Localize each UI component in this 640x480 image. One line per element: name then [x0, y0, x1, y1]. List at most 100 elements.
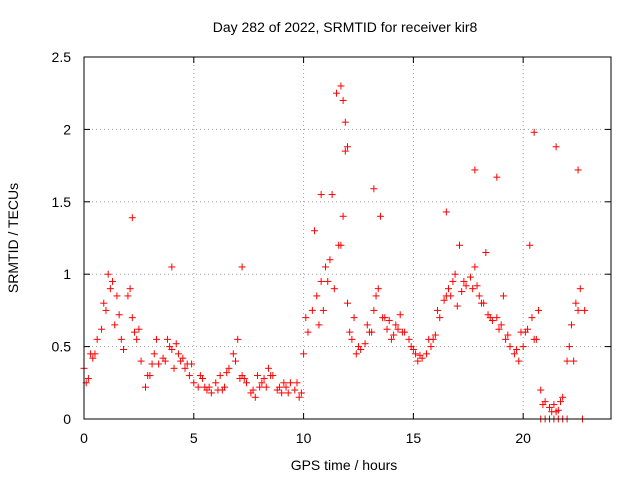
- y-tick-label: 0.5: [52, 339, 72, 355]
- data-point: [89, 354, 97, 362]
- data-point: [526, 241, 534, 249]
- data-point: [174, 350, 182, 358]
- data-point: [519, 343, 527, 351]
- axis-ticks: 0 5 10 15 20 0 0.5 1 1.5 2 2.5: [52, 49, 611, 446]
- data-point: [339, 212, 347, 220]
- grid-lines: [84, 57, 611, 419]
- data-point: [163, 335, 171, 343]
- data-point: [354, 343, 362, 351]
- data-point: [581, 306, 589, 314]
- data-point: [559, 393, 567, 401]
- data-point: [293, 379, 301, 387]
- data-point: [109, 277, 117, 285]
- data-point: [385, 317, 393, 325]
- data-point: [234, 335, 242, 343]
- y-tick-label: 2.5: [52, 49, 72, 65]
- data-point: [144, 372, 152, 380]
- data-point: [352, 350, 360, 358]
- x-tick-label: 20: [515, 430, 531, 446]
- data-point: [315, 321, 323, 329]
- data-point: [253, 372, 261, 380]
- data-point: [232, 357, 240, 365]
- data-point: [152, 335, 160, 343]
- data-point: [181, 364, 189, 372]
- data-point: [131, 328, 139, 336]
- data-point: [570, 357, 578, 365]
- data-point: [431, 331, 439, 339]
- data-point: [368, 328, 376, 336]
- data-point: [337, 241, 345, 249]
- data-point: [513, 345, 521, 353]
- data-point: [262, 383, 270, 391]
- data-point: [381, 314, 389, 322]
- data-point: [284, 389, 292, 397]
- y-tick-label: 2: [63, 121, 71, 137]
- data-point: [374, 285, 382, 293]
- data-point: [416, 351, 424, 359]
- data-point: [341, 118, 349, 126]
- data-point: [84, 374, 92, 382]
- data-point: [453, 302, 461, 310]
- data-point: [348, 335, 356, 343]
- chart-title: Day 282 of 2022, SRMTID for receiver kir…: [213, 19, 478, 35]
- data-point: [506, 343, 514, 351]
- data-point: [477, 299, 485, 307]
- data-point: [550, 401, 558, 409]
- data-point: [473, 282, 481, 290]
- data-point: [229, 350, 237, 358]
- data-points: [80, 82, 589, 423]
- data-point: [260, 374, 268, 382]
- data-point: [133, 335, 141, 343]
- data-point: [482, 248, 490, 256]
- data-point: [128, 214, 136, 222]
- data-point: [466, 273, 474, 281]
- data-point: [286, 379, 294, 387]
- data-point: [183, 360, 191, 368]
- data-point: [552, 143, 560, 151]
- data-point: [372, 292, 380, 300]
- data-point: [350, 314, 358, 322]
- x-tick-label: 15: [406, 430, 422, 446]
- data-point: [530, 128, 538, 136]
- data-point: [565, 343, 573, 351]
- x-tick-label: 5: [190, 430, 198, 446]
- data-point: [168, 263, 176, 271]
- data-point: [396, 311, 404, 319]
- data-point: [166, 343, 174, 351]
- data-point: [576, 285, 584, 293]
- x-tick-label: 0: [80, 430, 88, 446]
- data-point: [267, 372, 275, 380]
- data-point: [124, 292, 132, 300]
- data-point: [104, 270, 112, 278]
- data-point: [282, 383, 290, 391]
- data-point: [405, 335, 413, 343]
- data-point: [455, 241, 463, 249]
- data-point: [87, 350, 95, 358]
- data-point: [311, 227, 319, 235]
- data-point: [546, 403, 554, 411]
- data-point: [412, 350, 420, 358]
- data-point: [212, 379, 220, 387]
- data-point: [291, 386, 299, 394]
- data-point: [128, 314, 136, 322]
- y-tick-label: 0: [63, 411, 71, 427]
- data-point: [280, 379, 288, 387]
- data-point: [185, 372, 193, 380]
- data-point: [135, 325, 143, 333]
- data-point: [319, 306, 327, 314]
- data-point: [537, 386, 545, 394]
- y-tick-label: 1: [63, 266, 71, 282]
- data-point: [328, 191, 336, 199]
- data-point: [339, 96, 347, 104]
- data-point: [567, 321, 575, 329]
- data-point: [499, 292, 507, 300]
- data-point: [504, 331, 512, 339]
- data-point: [317, 277, 325, 285]
- data-point: [517, 328, 525, 336]
- data-point: [556, 398, 564, 406]
- data-point: [216, 372, 224, 380]
- data-point: [497, 321, 505, 329]
- data-point: [344, 299, 351, 307]
- data-point: [451, 270, 459, 278]
- data-point: [510, 350, 518, 358]
